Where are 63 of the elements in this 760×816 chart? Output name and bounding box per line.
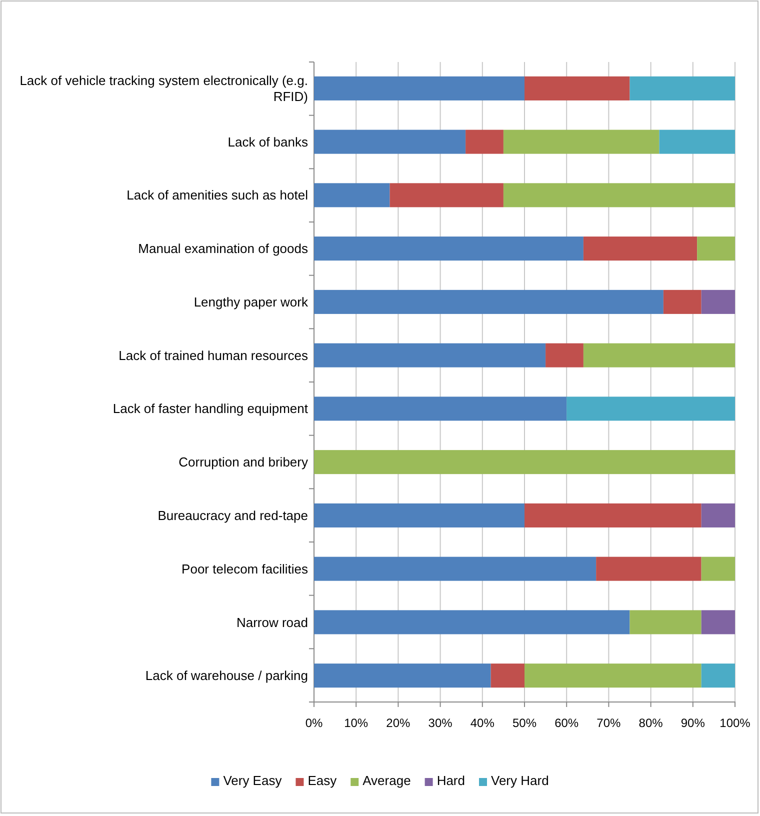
bar [466,130,504,154]
y-tick-label: Narrow road [236,614,308,630]
bar [701,556,735,581]
bar [314,556,596,581]
bar [546,343,584,368]
bar [583,236,698,261]
y-tick-label: Lack of trained human resources [118,348,308,363]
bar [630,76,735,100]
legend-label: Hard [436,773,465,788]
y-tick-label: Lack of faster handling equipment [112,401,308,416]
y-tick-label: Manual examination of goods [138,241,308,256]
bar [390,183,504,208]
bar [314,450,735,474]
bar [490,664,524,688]
x-tick-label: 70% [596,716,622,730]
y-tick-label: Corruption and bribery [178,454,308,470]
bar [314,503,524,528]
bar [314,183,390,208]
bar [314,664,491,688]
x-tick-label: 90% [680,716,706,730]
y-tick-label: Lack of banks [228,134,308,150]
bar [697,236,735,261]
y-tick-label: Lack of vehicle tracking system electronically (e.g. RFID) [20,73,308,104]
y-tick-label: Lengthy paper work [194,294,308,310]
bar [583,343,735,368]
bar [701,503,735,528]
bar [524,664,702,688]
bar [701,664,735,688]
y-tick-label: Lack of warehouse / parking [145,668,308,684]
x-tick-label: 20% [386,716,411,730]
x-tick-label: 40% [470,716,495,730]
legend-label: Average [362,773,411,788]
x-tick-label: 10% [344,716,368,730]
y-tick-label: Poor telecom facilities [182,561,308,576]
bar [503,183,735,208]
bar [566,396,735,421]
legend-label: Easy [308,773,338,788]
bar [314,396,567,421]
bar [314,610,630,634]
bar [314,76,524,100]
x-tick-label: 50% [512,716,537,730]
bar [503,130,660,154]
x-tick-label: 0% [305,716,323,730]
legend-label: Very Easy [223,773,282,788]
y-tick-label: Bureaucracy and red-tape [158,508,308,523]
bar [314,343,546,368]
bar [630,610,702,634]
x-tick-label: 30% [428,716,453,730]
bar [596,556,702,581]
bar [314,236,584,261]
bar [659,130,735,154]
x-tick-label: 80% [638,716,664,730]
legend-label: Very Hard [491,773,549,788]
bar [701,610,735,634]
x-tick-label: 100% [720,716,751,730]
bar [524,503,702,528]
bar [524,76,630,100]
bar [701,290,735,314]
bar [663,290,702,314]
y-tick-label: Lack of amenities such as hotel [126,188,308,203]
x-tick-label: 60% [554,716,579,730]
bar [314,290,664,314]
bar [314,130,466,154]
